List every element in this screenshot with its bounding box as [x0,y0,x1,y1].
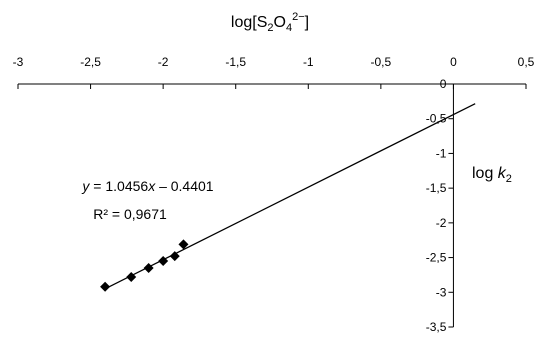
y-tick-label: -2,5 [426,251,447,265]
r-squared-label: R² = 0,9671 [93,206,167,222]
y-tick-label: -2 [436,216,447,230]
y-tick-label: -1,5 [426,181,447,195]
y-tick-label: -3 [436,285,447,299]
x-tick-label: 0,5 [518,55,535,69]
data-point [100,281,111,292]
data-point [169,251,180,262]
x-tick-label: -0,5 [371,55,392,69]
trendline-equation: y = 1.0456x – 0.4401 [81,178,213,194]
data-point [158,256,169,267]
y-axis-label: log k2 [472,165,512,185]
x-axis-ticks: -3 -2,5 -2 -1,5 -1 -0,5 0 0,5 [13,55,535,89]
data-point [178,239,189,250]
x-tick-label: -2,5 [80,55,101,69]
y-tick-label: -3,5 [426,320,447,334]
data-points [100,239,189,292]
data-point [126,272,137,283]
trendline [104,103,476,290]
y-tick-label: -0,5 [426,112,447,126]
x-tick-label: -1 [303,55,314,69]
y-tick-label: 0 [440,77,447,91]
y-tick-label: -1 [436,146,447,160]
x-tick-label: 0 [450,55,457,69]
x-tick-label: -1,5 [225,55,246,69]
data-point [143,262,154,273]
chart-title: log[S2O42−] [231,11,309,34]
x-tick-label: -3 [13,55,24,69]
x-tick-label: -2 [158,55,169,69]
y-axis-ticks: 0 -0,5 -1 -1,5 -2 -2,5 -3 -3,5 [426,77,454,334]
